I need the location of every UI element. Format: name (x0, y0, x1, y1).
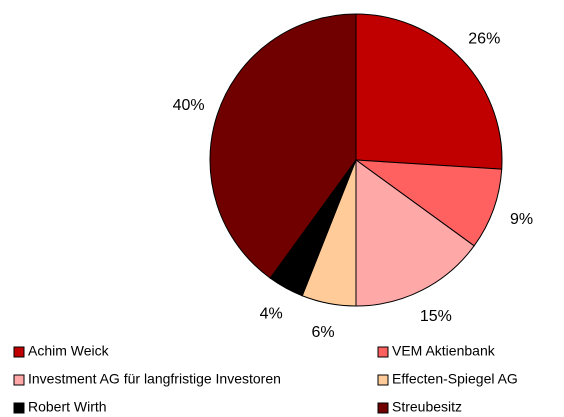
pie-slice (209, 13, 357, 279)
legend-label: Streubesitz (392, 399, 462, 415)
data-label: 15% (420, 308, 452, 325)
legend-swatch (13, 402, 25, 414)
legend-swatch (13, 346, 25, 358)
data-label: 40% (173, 97, 205, 114)
legend-label: VEM Aktienbank (392, 343, 496, 359)
pie-slice (354, 159, 503, 247)
legend-label: Effecten-Spiegel AG (392, 371, 518, 387)
legend-swatch (377, 346, 389, 358)
pie-slice (355, 159, 475, 307)
data-label: 26% (468, 31, 500, 48)
pie-slice (355, 13, 503, 170)
legend-swatch (377, 374, 389, 386)
legend-label: Achim Weick (28, 343, 110, 359)
legend-label: Investment AG für langfristige Investore… (28, 371, 281, 387)
data-label: 4% (260, 305, 283, 322)
legend-swatch (377, 402, 389, 414)
data-label: 9% (510, 211, 533, 228)
legend-label: Robert Wirth (28, 399, 107, 415)
data-label: 6% (311, 324, 334, 341)
legend-swatch (13, 374, 25, 386)
